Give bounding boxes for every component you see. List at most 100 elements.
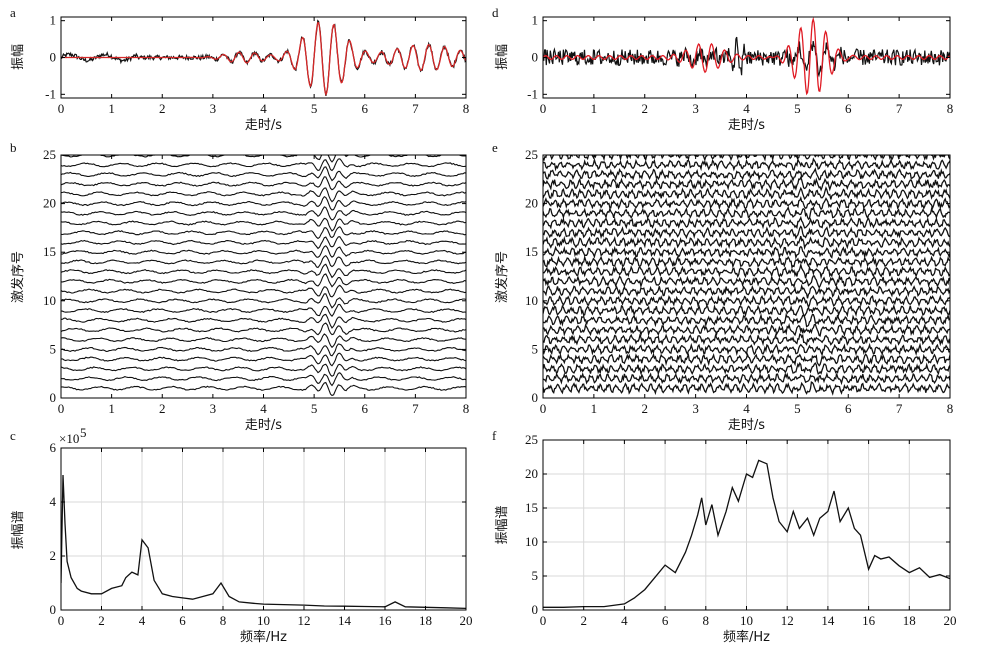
y-tick-label: 15 — [43, 244, 56, 259]
seismic-trace — [61, 263, 466, 279]
x-axis-label: 走时/s — [728, 418, 765, 433]
y-tick-label: 15 — [525, 244, 538, 259]
x-tick-label: 16 — [379, 613, 393, 628]
y-axis-label: 振幅谱 — [495, 505, 510, 544]
x-tick-label: 4 — [621, 613, 628, 628]
x-tick-label: 1 — [108, 401, 115, 416]
x-tick-label: 0 — [540, 613, 547, 628]
seismic-trace — [61, 217, 466, 232]
x-tick-label: 5 — [311, 101, 318, 116]
x-tick-label: 6 — [362, 401, 369, 416]
seismic-trace — [543, 215, 950, 230]
y-tick-label: 4 — [50, 494, 57, 509]
seismic-trace — [61, 236, 466, 250]
seismic-trace — [543, 352, 950, 367]
x-tick-label: 3 — [210, 101, 217, 116]
x-tick-label: 1 — [108, 101, 115, 116]
seismic-trace — [543, 293, 950, 309]
x-tick-label: 6 — [362, 101, 369, 116]
x-tick-label: 0 — [540, 101, 547, 116]
seismic-trace — [61, 166, 466, 182]
seismic-trace — [61, 176, 466, 191]
seismic-trace — [61, 343, 466, 357]
seismic-trace — [61, 206, 466, 221]
y-axis-label: 振幅 — [11, 44, 26, 70]
x-tick-label: 7 — [896, 401, 903, 416]
seismic-trace — [61, 303, 466, 318]
seismic-trace — [543, 342, 950, 357]
y-tick-label: 20 — [525, 466, 538, 481]
seismic-trace — [543, 273, 950, 289]
x-tick-label: 12 — [781, 613, 794, 628]
x-tick-label: 8 — [703, 613, 710, 628]
y-tick-label: 25 — [525, 147, 538, 162]
seismic-trace — [543, 361, 950, 376]
seismic-trace — [543, 175, 950, 192]
spectrum-line — [61, 474, 466, 610]
seismic-trace — [61, 363, 466, 377]
seismic-trace — [543, 333, 950, 347]
x-axis-label: 走时/s — [245, 118, 282, 133]
y-tick-label: 2 — [50, 548, 57, 563]
x-tick-label: 6 — [845, 101, 852, 116]
x-tick-label: 5 — [794, 101, 801, 116]
seismic-trace — [61, 372, 466, 387]
y-tick-label: 0 — [532, 50, 539, 65]
panel-label: e — [492, 140, 498, 155]
x-tick-label: 14 — [821, 613, 835, 628]
y-axis-label: 振幅 — [495, 44, 510, 70]
x-tick-label: 5 — [311, 401, 318, 416]
y-tick-label: 1 — [50, 13, 57, 28]
y-tick-label: 1 — [532, 13, 539, 28]
x-tick-label: 12 — [298, 613, 311, 628]
x-tick-label: 2 — [159, 401, 166, 416]
x-tick-label: 8 — [463, 101, 470, 116]
x-tick-label: 7 — [412, 101, 419, 116]
seismic-trace — [61, 381, 466, 397]
scale-exponent: 5 — [80, 425, 87, 440]
seismic-trace — [543, 157, 950, 172]
y-tick-label: 6 — [50, 440, 57, 455]
y-axis-label: 振幅谱 — [11, 510, 26, 549]
x-tick-label: 5 — [794, 401, 801, 416]
x-tick-label: 8 — [947, 101, 954, 116]
y-axis-label: 激发序号 — [10, 251, 26, 303]
x-tick-label: 6 — [662, 613, 669, 628]
x-tick-label: 7 — [896, 101, 903, 116]
y-axis-label: 激发序号 — [494, 251, 510, 303]
x-tick-label: 6 — [179, 613, 186, 628]
x-tick-label: 0 — [58, 613, 65, 628]
y-tick-label: 15 — [525, 500, 538, 515]
seismic-trace — [61, 333, 466, 349]
y-tick-label: 5 — [532, 341, 539, 356]
x-tick-label: 1 — [591, 401, 598, 416]
y-tick-label: 5 — [50, 341, 57, 356]
seismic-trace — [543, 235, 950, 250]
seismic-trace — [543, 262, 950, 280]
spectrum-line — [543, 459, 950, 608]
seismic-trace — [543, 195, 950, 211]
seismic-trace — [543, 167, 950, 182]
x-tick-label: 1 — [591, 101, 598, 116]
seismic-trace — [61, 284, 466, 298]
seismic-trace — [61, 273, 466, 288]
seismic-trace — [543, 312, 950, 328]
y-tick-label: 0 — [50, 390, 57, 405]
x-axis-label: 走时/s — [728, 118, 765, 133]
y-tick-label: -1 — [527, 86, 538, 101]
panel-label: a — [10, 5, 16, 20]
x-tick-label: 3 — [210, 401, 217, 416]
scale-factor: ×10 — [59, 431, 79, 446]
x-tick-label: 10 — [257, 613, 270, 628]
x-tick-label: 14 — [338, 613, 352, 628]
y-tick-label: 0 — [532, 390, 539, 405]
seismic-trace — [61, 322, 466, 336]
trace-black — [543, 36, 950, 78]
y-tick-label: 25 — [525, 432, 538, 447]
x-tick-label: 0 — [540, 401, 547, 416]
x-tick-label: 0 — [58, 401, 65, 416]
seismic-trace — [543, 303, 950, 318]
x-tick-label: 8 — [220, 613, 227, 628]
y-tick-label: 10 — [525, 534, 538, 549]
x-tick-label: 3 — [692, 101, 699, 116]
